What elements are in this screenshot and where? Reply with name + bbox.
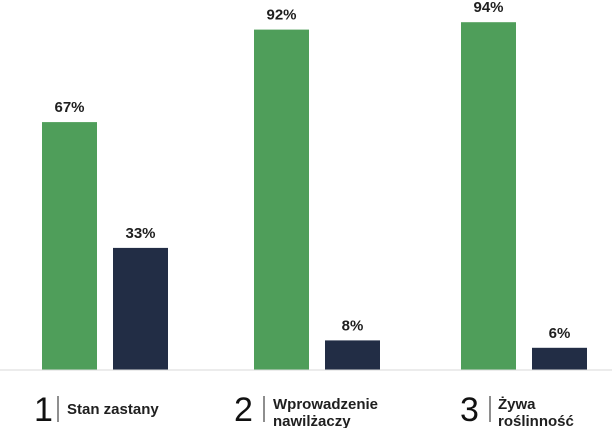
value-label-series-1-category-3: 94% xyxy=(473,0,503,16)
bars-group: 67% 92% 94% 33% 8% 6% xyxy=(42,0,587,370)
category-number-3: 3 xyxy=(460,391,479,428)
value-label-series-2-category-1: 33% xyxy=(125,225,155,242)
category-number-2: 2 xyxy=(234,391,253,428)
category-number-1: 1 xyxy=(34,391,53,428)
bar-series-1-category-3 xyxy=(461,22,516,370)
value-label-series-1-category-2: 92% xyxy=(266,7,296,24)
bar-series-2-category-2 xyxy=(325,340,380,370)
category-text-3-line-1: Żywa xyxy=(498,396,536,413)
category-text-1-line-1: Stan zastany xyxy=(67,401,159,418)
bar-series-2-category-1 xyxy=(113,247,168,370)
category-text-2-line-2: nawilżaczy xyxy=(273,413,351,428)
bar-series-2-category-3 xyxy=(532,347,587,370)
value-label-series-2-category-3: 6% xyxy=(549,325,571,342)
category-label-1: 1 Stan zastany xyxy=(34,391,159,428)
bar-series-1-category-2 xyxy=(254,29,309,370)
value-label-series-2-category-2: 8% xyxy=(342,317,364,334)
category-text-2-line-1: Wprowadzenie xyxy=(273,396,378,413)
category-text-3-line-2: roślinność xyxy=(498,413,574,428)
value-label-series-1-category-1: 67% xyxy=(54,99,84,116)
bar-series-1-category-1 xyxy=(42,122,97,370)
